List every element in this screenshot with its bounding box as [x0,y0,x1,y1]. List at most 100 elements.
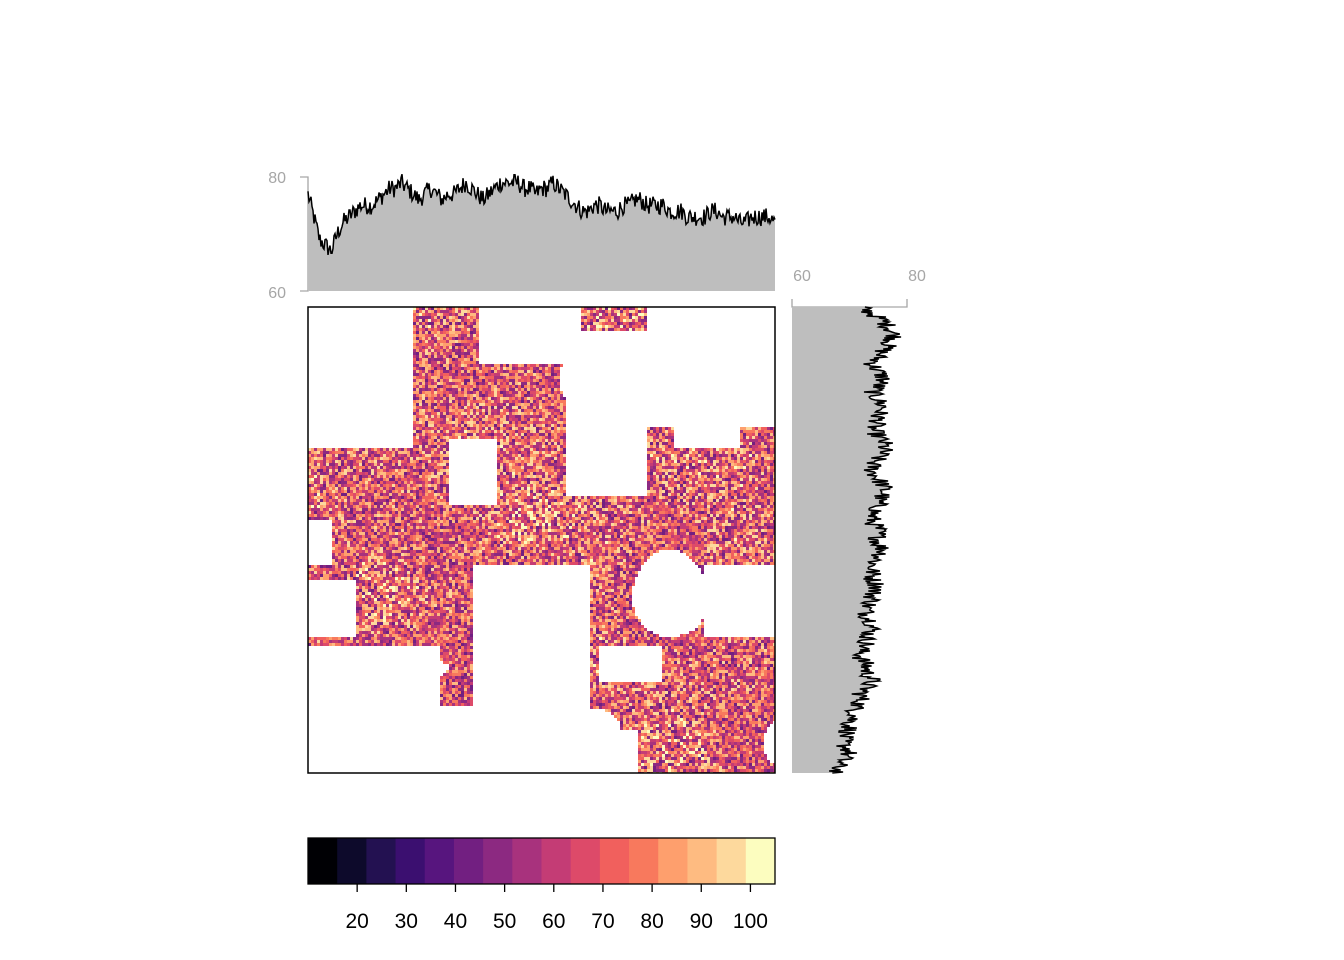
raster-cell [548,502,551,505]
raster-cell [458,430,461,433]
raster-cell [554,508,557,511]
raster-cell [482,436,485,439]
raster-cell [482,370,485,373]
raster-cell [506,442,509,445]
raster-cell [656,511,659,514]
raster-cell [536,385,539,388]
raster-cell [449,316,452,319]
raster-cell [488,433,491,436]
raster-cell [680,457,683,460]
raster-cell [506,421,509,424]
raster-cell [668,514,671,517]
raster-cell [401,475,404,478]
raster-cell [521,466,524,469]
raster-cell [434,373,437,376]
raster-cell [761,484,764,487]
raster-cell [746,460,749,463]
raster-cell [737,496,740,499]
raster-cell [524,379,527,382]
raster-cell [434,322,437,325]
raster-cell [500,421,503,424]
raster-cell [596,322,599,325]
raster-cell [332,469,335,472]
raster-cell [635,511,638,514]
raster-cell [437,385,440,388]
raster-cell [443,382,446,385]
raster-cell [452,424,455,427]
raster-cell [563,430,566,433]
raster-cell [506,445,509,448]
raster-cell [743,493,746,496]
raster-cell [338,457,341,460]
raster-cell [464,373,467,376]
raster-cell [560,466,563,469]
raster-cell [470,358,473,361]
raster-cell [770,445,773,448]
raster-cell [392,493,395,496]
raster-cell [629,310,632,313]
raster-cell [743,472,746,475]
raster-cell [770,508,773,511]
raster-cell [521,379,524,382]
raster-cell [440,319,443,322]
raster-cell [344,499,347,502]
raster-cell [536,505,539,508]
raster-cell [551,514,554,517]
raster-cell [629,307,632,310]
raster-cell [467,370,470,373]
raster-cell [608,307,611,310]
raster-cell [452,406,455,409]
raster-cell [668,445,671,448]
raster-cell [632,328,635,331]
raster-cell [713,511,716,514]
raster-cell [398,451,401,454]
raster-cell [434,445,437,448]
raster-cell [470,397,473,400]
raster-cell [656,487,659,490]
raster-cell [467,508,470,511]
raster-cell [341,460,344,463]
raster-cell [560,394,563,397]
raster-cell [728,466,731,469]
raster-cell [443,418,446,421]
raster-cell [626,499,629,502]
raster-cell [356,469,359,472]
raster-cell [536,430,539,433]
raster-cell [527,385,530,388]
raster-cell [701,466,704,469]
raster-cell [395,469,398,472]
raster-cell [506,367,509,370]
raster-cell [626,325,629,328]
raster-cell [515,427,518,430]
raster-cell [449,331,452,334]
raster-cell [425,481,428,484]
raster-cell [473,415,476,418]
raster-cell [710,481,713,484]
raster-cell [353,514,356,517]
raster-cell [389,517,392,520]
raster-cell [539,403,542,406]
raster-cell [680,484,683,487]
raster-cell [506,397,509,400]
raster-cell [692,478,695,481]
raster-cell [425,322,428,325]
raster-cell [545,370,548,373]
raster-cell [746,457,749,460]
raster-cell [698,472,701,475]
raster-cell [515,439,518,442]
raster-cell [521,400,524,403]
raster-cell [446,355,449,358]
raster-cell [521,502,524,505]
raster-cell [443,325,446,328]
raster-cell [314,460,317,463]
raster-cell [743,508,746,511]
raster-cell [542,406,545,409]
raster-cell [491,508,494,511]
raster-cell [377,499,380,502]
raster-cell [485,406,488,409]
raster-cell [503,469,506,472]
raster-cell [563,469,566,472]
raster-cell [626,307,629,310]
raster-cell [749,436,752,439]
raster-cell [407,496,410,499]
